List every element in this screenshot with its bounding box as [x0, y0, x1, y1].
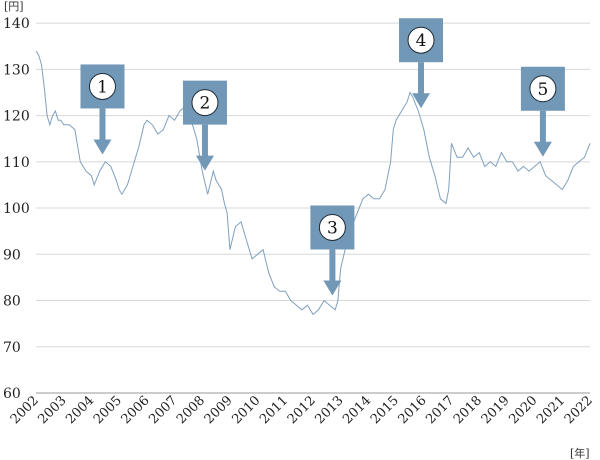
marker-number-circle [191, 89, 219, 117]
marker-number: 5 [537, 80, 548, 100]
marker-number: 1 [97, 77, 108, 97]
y-tick-label: 60 [3, 386, 21, 402]
x-tick-label: 2011 [257, 393, 291, 427]
x-tick-label: 2021 [534, 393, 568, 427]
x-tick-label: 2003 [36, 393, 70, 427]
x-tick-label: 2007 [146, 393, 180, 427]
down-arrow-icon [533, 141, 552, 157]
x-tick-label: 2019 [479, 393, 513, 427]
y-tick-label: 140 [3, 16, 30, 32]
marker-number: 4 [416, 31, 427, 51]
x-tick-label: 2018 [451, 393, 485, 427]
y-tick-label: 70 [3, 340, 21, 356]
x-tick-label: 2009 [202, 393, 236, 427]
x-tick-label: 2006 [119, 393, 153, 427]
event-marker: 5 [520, 66, 565, 157]
marker-arrow-shaft [539, 110, 546, 143]
marker-number-circle [318, 213, 346, 241]
x-tick-label: 2005 [91, 393, 125, 427]
event-marker: 4 [399, 18, 444, 109]
event-marker: 3 [310, 205, 355, 296]
x-tick-label: 2010 [229, 393, 263, 427]
x-tick-label: 2016 [396, 393, 430, 427]
y-tick-label: 80 [3, 294, 21, 310]
x-tick-label: 2012 [285, 393, 319, 427]
marker-arrow-shaft [201, 124, 208, 157]
event-marker: 2 [182, 80, 227, 171]
y-tick-label: 90 [3, 247, 21, 263]
marker-arrow-shaft [418, 62, 425, 95]
x-tick-label: 2004 [63, 393, 97, 427]
price-series-line [35, 50, 591, 316]
marker-arrow-shaft [329, 249, 336, 282]
marker-number: 3 [327, 218, 338, 238]
x-tick-label: 2020 [506, 393, 540, 427]
down-arrow-icon [195, 155, 214, 171]
x-tick-label: 2013 [313, 393, 347, 427]
y-tick-label: 120 [3, 109, 30, 125]
x-tick-label: 2017 [423, 393, 457, 427]
x-tick-label: 2022 [562, 393, 596, 427]
y-unit-label: [円] [4, 0, 24, 13]
marker-number-circle [407, 26, 435, 54]
y-tick-label: 130 [3, 62, 30, 78]
x-tick-label: 2008 [174, 393, 208, 427]
marker-number: 2 [200, 94, 211, 114]
event-marker: 1 [80, 64, 125, 155]
y-tick-label: 100 [3, 201, 30, 217]
y-tick-label: 110 [3, 155, 30, 171]
down-arrow-icon [93, 139, 112, 155]
marker-number-circle [529, 75, 557, 103]
marker-arrow-shaft [99, 108, 106, 141]
down-arrow-icon [323, 280, 342, 296]
marker-number-circle [88, 72, 116, 100]
x-unit-label: [年] [570, 446, 590, 460]
x-tick-label: 2015 [368, 393, 402, 427]
x-tick-label: 2014 [340, 393, 374, 427]
down-arrow-icon [412, 93, 431, 109]
